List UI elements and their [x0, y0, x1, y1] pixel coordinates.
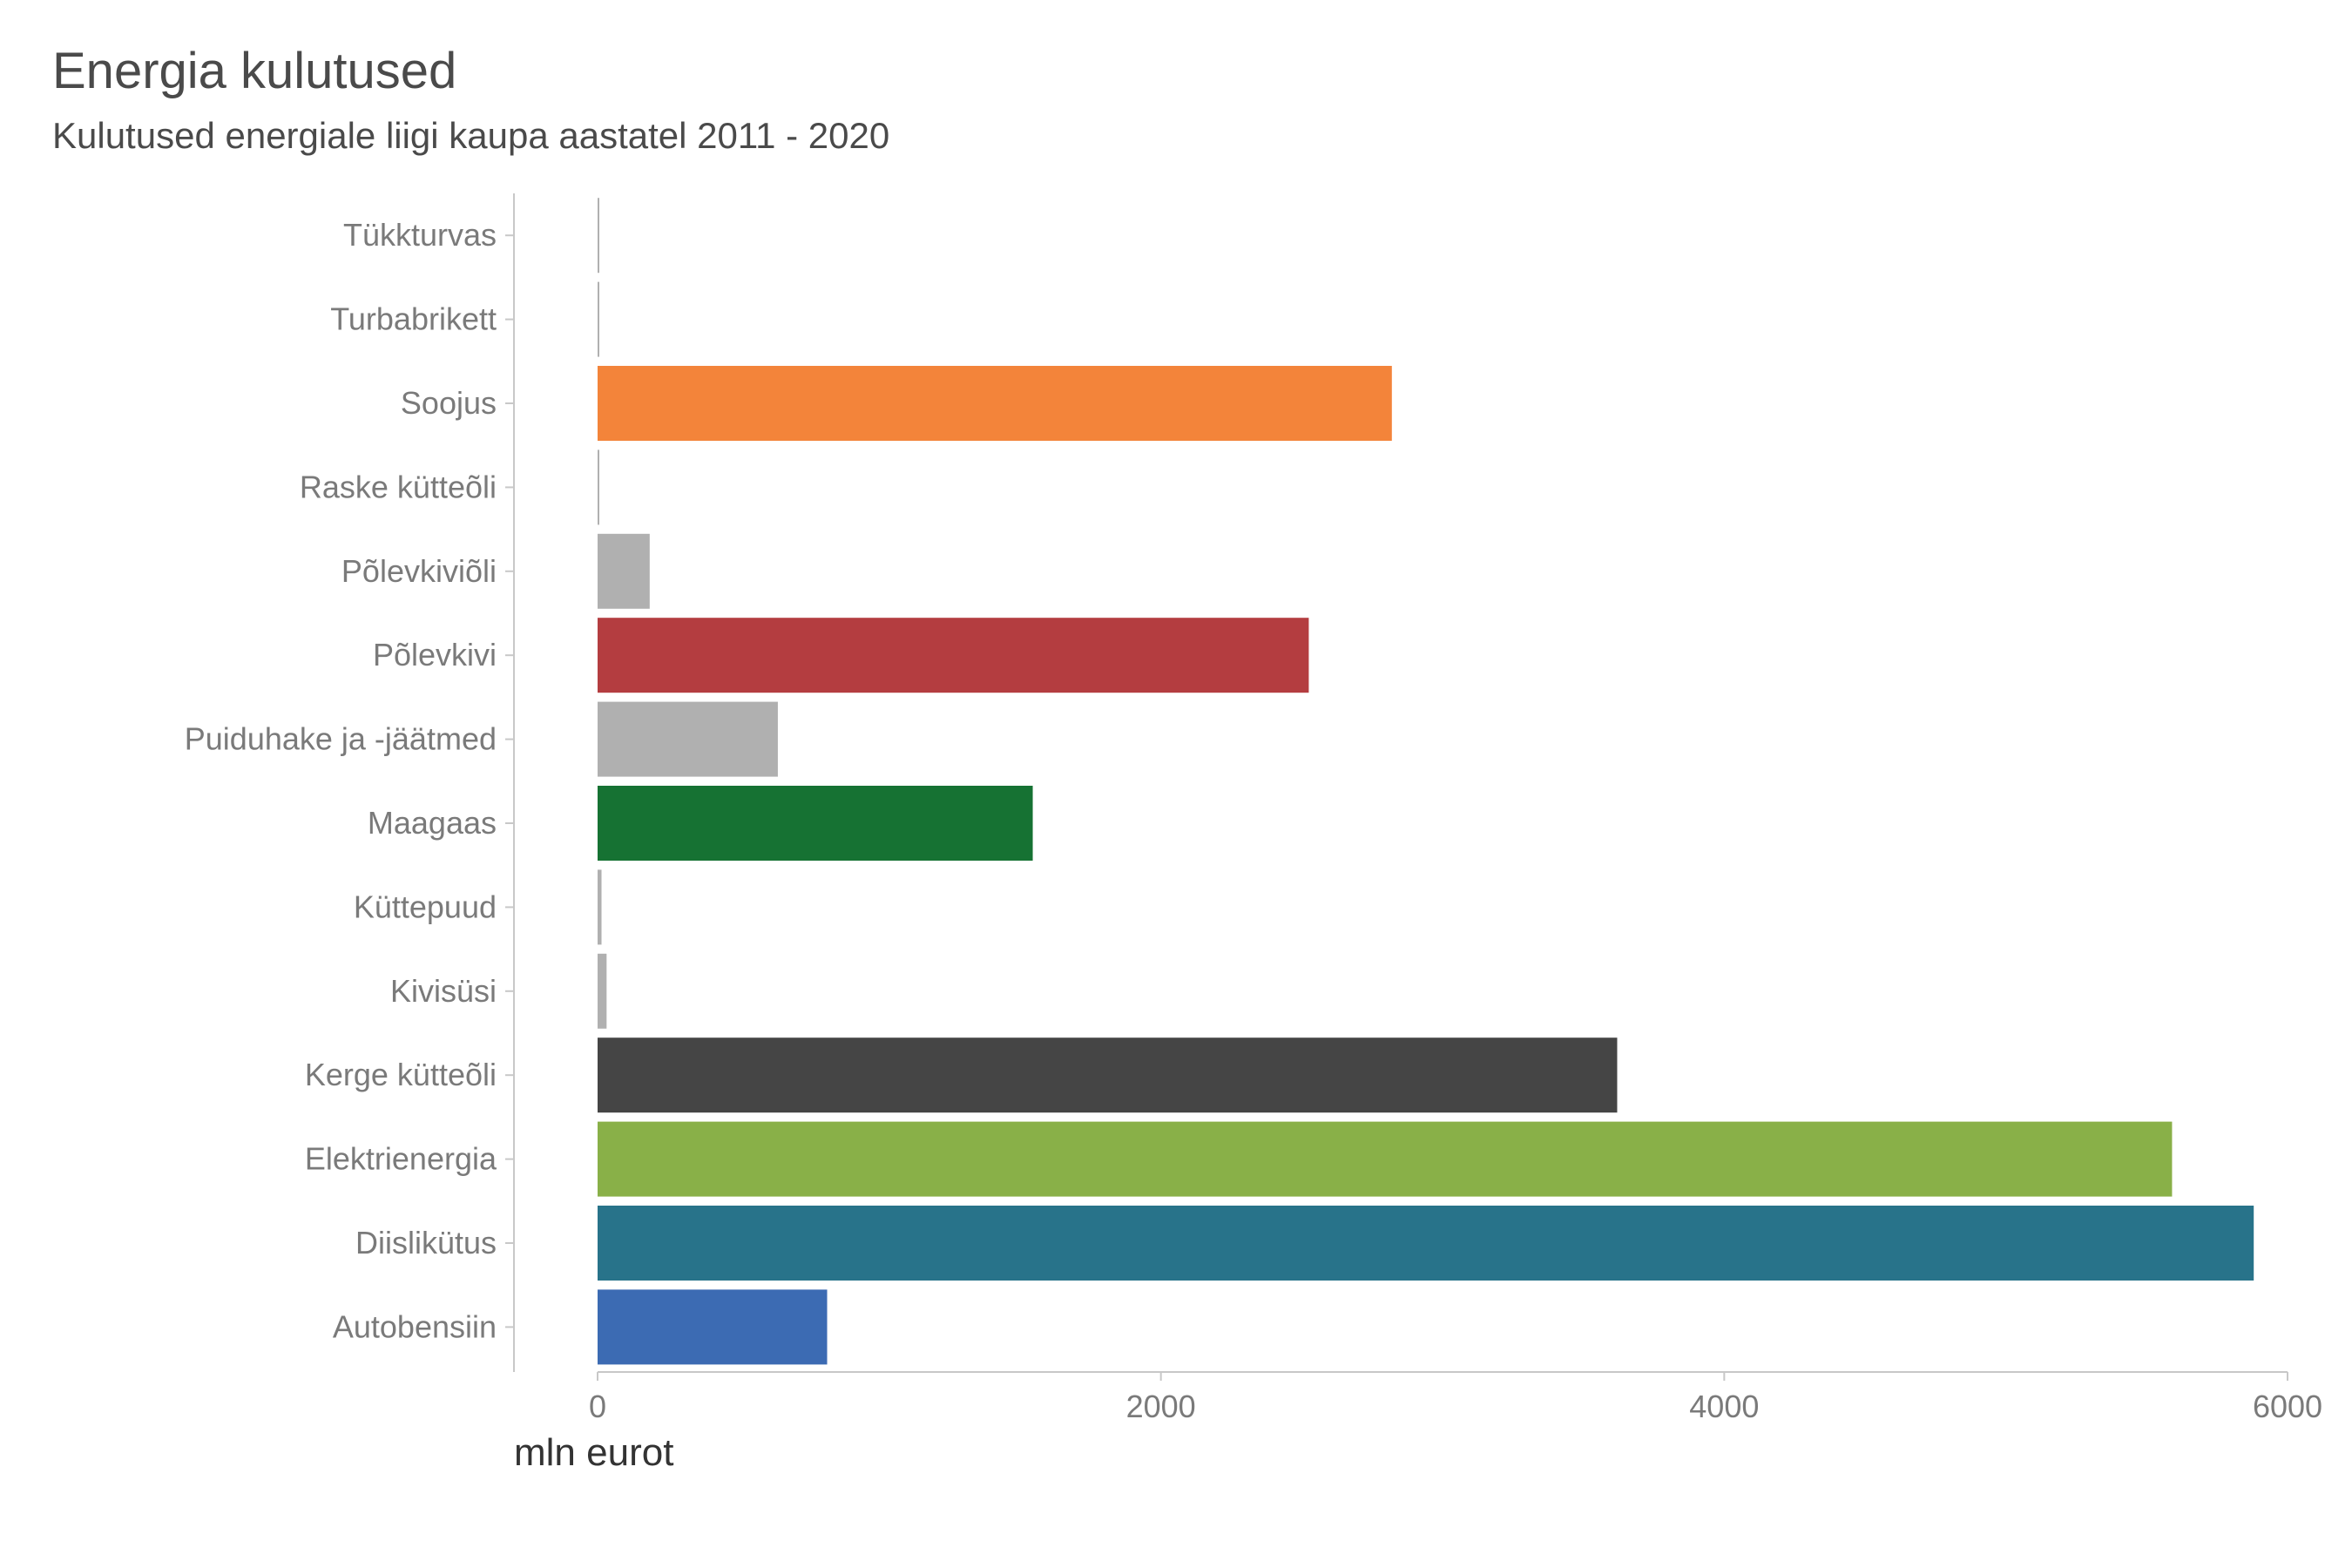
bar-8 — [598, 869, 602, 945]
x-tick-label: 2000 — [1126, 1389, 1196, 1424]
bar-11 — [598, 1121, 2173, 1197]
x-axis-label: mln eurot — [514, 1431, 673, 1474]
bar-6 — [598, 701, 778, 777]
y-tick-label: Kivisüsi — [390, 973, 497, 1009]
y-tick-label: Maagaas — [368, 805, 497, 841]
bar-7 — [598, 786, 1033, 861]
bar-13 — [598, 1289, 828, 1365]
x-tick-label: 4000 — [1689, 1389, 1759, 1424]
y-tick-label: Elektrienergia — [305, 1141, 497, 1177]
y-tick-label: Diislikütus — [355, 1225, 497, 1260]
bar-2 — [598, 366, 1392, 441]
y-axis: Tükkturvas Turbabrikett Soojus Raske kütteõ… — [185, 193, 515, 1372]
x-axis: 0 2000 4000 6000 — [589, 1371, 2322, 1424]
x-tick-label: 6000 — [2253, 1389, 2322, 1424]
bars-layer — [598, 198, 2254, 1365]
y-tick-label: Turbabrikett — [330, 301, 497, 337]
x-tick-label: 0 — [589, 1389, 606, 1424]
bar-1 — [598, 281, 599, 357]
y-tick-label: Küttepuud — [354, 889, 497, 924]
bar-10 — [598, 1037, 1618, 1113]
y-tick-label: Põlevkiviõli — [341, 553, 497, 589]
y-tick-label: Raske kütteõli — [300, 469, 497, 504]
bar-12 — [598, 1206, 2254, 1281]
bar-4 — [598, 533, 650, 609]
y-tick-label: Soojus — [401, 385, 497, 421]
y-tick-label: Tükkturvas — [343, 217, 497, 253]
y-tick-label: Kerge kütteõli — [305, 1057, 497, 1092]
y-tick-label: Puiduhake ja -jäätmed — [185, 721, 497, 757]
chart-title: Energia kulutused — [52, 43, 457, 99]
bar-3 — [598, 449, 599, 525]
chart-subtitle: Kulutused energiale liigi kaupa aastatel… — [52, 115, 890, 156]
y-tick-label: Autobensiin — [333, 1308, 497, 1344]
y-tick-label: Põlevkivi — [373, 637, 497, 672]
bar-9 — [598, 953, 607, 1029]
bar-0 — [598, 198, 599, 274]
bar-5 — [598, 618, 1309, 693]
